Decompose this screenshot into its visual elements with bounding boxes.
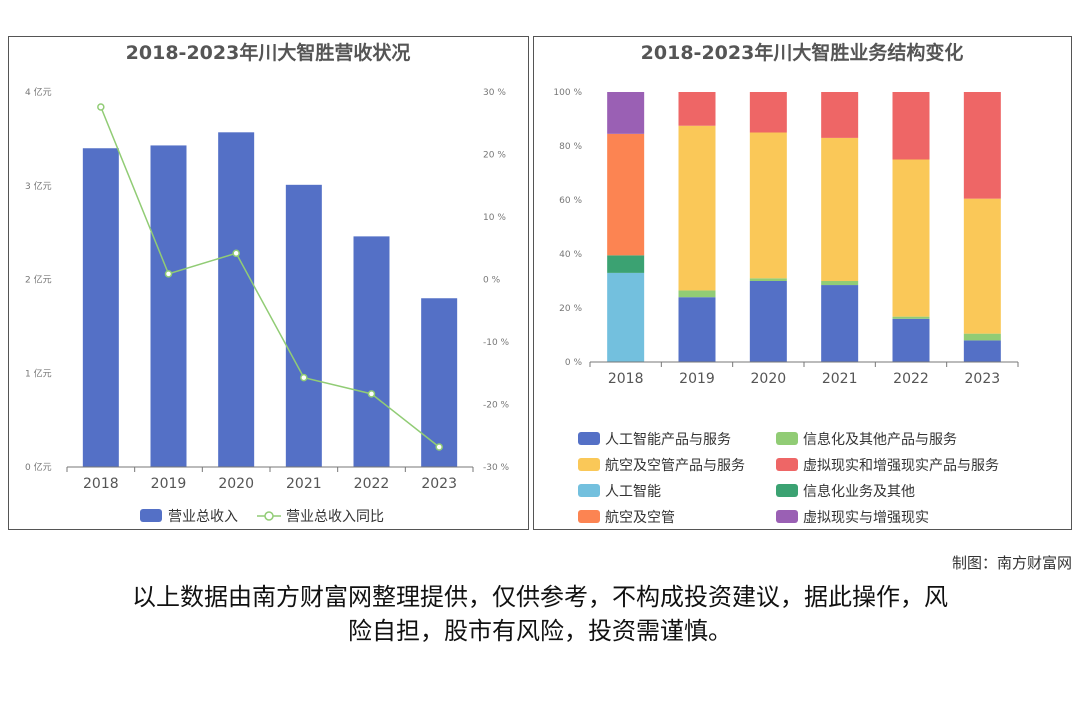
yoy-point <box>164 270 173 278</box>
y-right-tick-label: 0 % <box>483 276 501 286</box>
y-right-tick-label: 30 % <box>483 88 506 98</box>
yoy-point <box>367 390 376 398</box>
legend-label: 人工智能产品与服务 <box>605 432 731 448</box>
stacked-segment <box>892 318 930 362</box>
x-tick-label: 2023 <box>965 371 1001 387</box>
legend-label: 信息化及其他产品与服务 <box>803 431 957 448</box>
legend-swatch <box>578 484 600 497</box>
x-tick-label: 2023 <box>421 476 457 492</box>
y-right-tick-label: -20 % <box>483 401 510 411</box>
y-right-tick-label: 10 % <box>483 213 506 223</box>
stacked-segment <box>607 255 645 273</box>
chart-credit: 制图：南方财富网 <box>951 554 1072 572</box>
stacked-segment <box>607 272 645 362</box>
legend-label: 虚拟现实与增强现实 <box>803 510 929 526</box>
stacked-segment <box>607 133 645 256</box>
legend-swatch <box>776 458 798 471</box>
business-structure-chart-panel: 2018-2023年川大智胜业务结构变化 0 % 20 % 40 % 60 % 80 % 1… <box>533 36 1072 530</box>
x-tick-label: 2020 <box>751 371 787 387</box>
legend-swatch-yoy-marker <box>264 511 274 521</box>
stacked-segment <box>749 278 787 281</box>
stacked-segment <box>892 316 930 319</box>
y-right-tick-label: -10 % <box>483 338 510 348</box>
legend-label: 虚拟现实和增强现实产品与服务 <box>803 458 999 474</box>
yoy-point <box>300 373 308 382</box>
stacked-segment <box>821 137 859 281</box>
stacked-segment <box>963 92 1001 199</box>
x-tick-label: 2018 <box>608 371 644 387</box>
y-tick-label: 80 % <box>559 142 582 152</box>
legend-swatch <box>776 510 798 523</box>
x-tick-label: 2019 <box>679 371 715 387</box>
y-left-tick-label: 0 亿元 <box>25 461 52 473</box>
y-left-tick-label: 2 亿元 <box>25 274 52 286</box>
x-tick-label: 2020 <box>218 476 254 492</box>
chart-title: 2018-2023年川大智胜营收状况 <box>126 41 411 64</box>
yoy-point <box>232 249 240 257</box>
stacked-segment <box>678 290 716 298</box>
x-tick-label: 2022 <box>893 371 929 387</box>
revenue-bar <box>421 298 458 467</box>
y-left-tick-label: 3 亿元 <box>25 180 52 192</box>
stacked-segment <box>892 159 930 317</box>
y-tick-label: 100 % <box>553 88 582 98</box>
revenue-bar <box>82 148 119 467</box>
y-tick-label: 0 % <box>565 358 583 368</box>
disclaimer: 以上数据由南方财富网整理提供，仅供参考，不构成投资建议，据此操作，风 险自担，股… <box>40 580 1040 648</box>
stacked-segment <box>678 297 716 362</box>
revenue-bar <box>218 132 255 467</box>
revenue-chart: 2018-2023年川大智胜营收状况 0 亿元 1 亿元 2 亿元 3 亿元 4 亿元 -3… <box>25 41 510 525</box>
y-right-tick-label: -30 % <box>483 463 510 473</box>
stacked-segment <box>821 92 859 138</box>
x-tick-label: 2019 <box>151 476 187 492</box>
legend-swatch-revenue <box>140 509 162 522</box>
y-tick-label: 20 % <box>559 304 582 314</box>
stacked-segment <box>963 333 1001 341</box>
yoy-point <box>97 103 105 111</box>
business-structure-chart: 2018-2023年川大智胜业务结构变化 0 % 20 % 40 % 60 % 80 % 1… <box>553 41 1019 526</box>
stacked-segment <box>749 281 787 362</box>
stacked-segment <box>963 340 1001 362</box>
stacked-segment <box>678 125 716 291</box>
x-tick-label: 2021 <box>822 371 858 387</box>
stacked-segment <box>678 92 716 126</box>
chart-title: 2018-2023年川大智胜业务结构变化 <box>641 41 964 64</box>
disclaimer-line-2: 险自担，股市有风险，投资需谨慎。 <box>348 617 732 645</box>
x-tick-label: 2022 <box>354 476 390 492</box>
stacked-segment <box>821 281 859 286</box>
stacked-segment <box>607 92 645 134</box>
legend-label: 航空及空管 <box>605 510 675 526</box>
revenue-chart-panel: 2018-2023年川大智胜营收状况 0 亿元 1 亿元 2 亿元 3 亿元 4 亿元 -3… <box>8 36 529 530</box>
legend-swatch <box>578 432 600 445</box>
stacked-segment <box>749 132 787 279</box>
legend-swatch <box>578 510 600 523</box>
legend-swatch <box>776 432 798 445</box>
yoy-line <box>100 106 440 448</box>
stacked-segment <box>892 92 930 160</box>
x-tick-label: 2018 <box>83 476 119 492</box>
x-tick-label: 2021 <box>286 476 322 492</box>
legend-swatch <box>578 458 600 471</box>
legend-label-yoy: 营业总收入同比 <box>286 509 384 525</box>
legend-label-revenue: 营业总收入 <box>168 509 238 525</box>
y-left-tick-label: 1 亿元 <box>25 367 52 379</box>
revenue-bar <box>353 236 390 467</box>
y-tick-label: 40 % <box>559 250 582 260</box>
legend-label: 人工智能 <box>605 484 661 500</box>
legend-label: 信息化业务及其他 <box>803 483 915 500</box>
legend-label: 航空及空管产品与服务 <box>605 458 745 474</box>
yoy-point <box>435 443 443 451</box>
revenue-bar <box>150 145 187 467</box>
stacked-segment <box>821 285 859 362</box>
y-left-tick-label: 4 亿元 <box>25 86 52 98</box>
stacked-segment <box>749 92 787 133</box>
legend-swatch <box>776 484 798 497</box>
y-tick-label: 60 % <box>559 196 582 206</box>
y-right-tick-label: 20 % <box>483 151 506 161</box>
disclaimer-line-1: 以上数据由南方财富网整理提供，仅供参考，不构成投资建议，据此操作，风 <box>132 583 948 611</box>
stacked-segment <box>963 198 1001 334</box>
revenue-bar <box>285 184 322 467</box>
